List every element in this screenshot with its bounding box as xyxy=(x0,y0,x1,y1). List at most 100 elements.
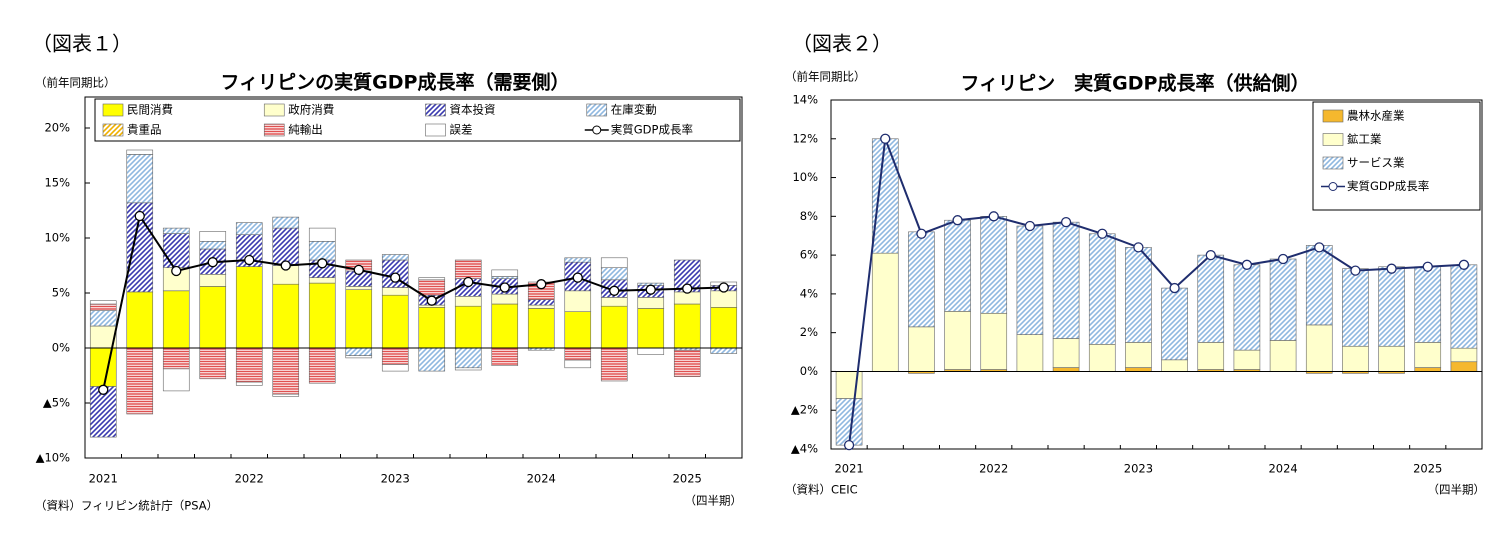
bar-segment xyxy=(381,294,409,349)
gdp-marker xyxy=(244,254,255,266)
legend-swatch xyxy=(425,103,446,117)
period-label: （四半期） xyxy=(685,494,743,508)
bar-segment xyxy=(1305,245,1333,326)
bar-segment xyxy=(308,241,336,261)
y-tick-label: 2% xyxy=(800,325,818,339)
legend-label: 政府消費 xyxy=(288,103,334,117)
y-tick-label: ▲10% xyxy=(36,451,70,465)
bar-segment xyxy=(1233,349,1261,370)
gdp-marker xyxy=(1458,259,1470,270)
bar-segment xyxy=(600,257,628,268)
gdp-marker xyxy=(952,215,963,226)
bar-segment xyxy=(908,326,935,372)
legend-label: 純輸出 xyxy=(288,123,323,137)
bar-segment xyxy=(1052,221,1080,339)
y-tick-label: 0% xyxy=(800,364,818,378)
gdp-marker xyxy=(718,282,729,293)
bar-segment xyxy=(491,276,519,279)
bar-segment xyxy=(600,267,628,281)
bar-segment xyxy=(162,290,190,349)
gdp-marker xyxy=(1205,249,1216,261)
x-tick-label: 2025 xyxy=(673,472,702,486)
bar-segment xyxy=(345,286,373,290)
gdp-marker xyxy=(134,210,145,222)
bar-segment xyxy=(1052,367,1080,372)
bar-segment xyxy=(871,252,899,372)
bar-segment xyxy=(345,289,373,349)
legend-swatch xyxy=(586,103,608,117)
bar-segment xyxy=(1342,345,1369,372)
bar-segment xyxy=(418,347,446,372)
legend-swatch xyxy=(1322,133,1344,146)
legend-box xyxy=(94,98,741,142)
bar-segment xyxy=(564,359,592,369)
bar-segment xyxy=(381,287,409,296)
gdp-marker xyxy=(1241,259,1253,270)
bar-segment xyxy=(710,290,738,308)
bar-segment xyxy=(1269,340,1297,372)
bar-segment xyxy=(308,227,336,242)
gdp-marker xyxy=(1169,282,1180,294)
chart-title: フィリピンの実質GDP成長率（需要側） xyxy=(221,71,570,94)
legend-label: 実質GDP成長率 xyxy=(611,123,693,137)
unit-label: （前年同期比） xyxy=(35,76,116,90)
gdp-marker xyxy=(843,439,855,451)
bar-segment xyxy=(454,367,482,371)
bar-segment xyxy=(1414,367,1442,372)
y-tick-label: 6% xyxy=(800,248,818,262)
gdp-marker xyxy=(572,272,583,283)
bar-segment xyxy=(1052,338,1080,368)
bar-segment xyxy=(126,291,154,349)
bar-segment xyxy=(199,273,227,287)
bar-segment xyxy=(1233,264,1261,351)
legend-label: サービス業 xyxy=(1347,156,1405,170)
legend-label: 誤差 xyxy=(450,123,473,137)
gdp-marker xyxy=(682,283,693,294)
bar-segment xyxy=(381,254,409,261)
legend-marker xyxy=(592,125,602,135)
bar-segment xyxy=(126,149,154,155)
y-tick-label: 10% xyxy=(792,170,818,184)
bar-segment xyxy=(162,347,190,370)
bar-segment xyxy=(564,290,592,312)
bar-segment xyxy=(199,347,227,380)
bar-segment xyxy=(1305,324,1333,372)
legend-label: 貴重品 xyxy=(127,123,162,137)
gdp-marker xyxy=(426,295,437,306)
x-tick-label: 2022 xyxy=(235,472,264,486)
y-tick-label: 4% xyxy=(800,286,818,300)
legend-label: 鉱工業 xyxy=(1347,132,1382,146)
bar-segment xyxy=(1125,342,1152,368)
x-tick-label: 2022 xyxy=(979,462,1008,476)
bar-segment xyxy=(454,295,482,307)
gdp-line xyxy=(102,213,724,391)
gdp-marker xyxy=(1386,263,1397,274)
bar-segment xyxy=(162,227,190,234)
bar-segment xyxy=(454,347,482,369)
bar-segment xyxy=(381,364,409,372)
bar-segment xyxy=(673,349,701,377)
bar-segment xyxy=(162,233,190,269)
bar-segment xyxy=(272,347,300,395)
gdp-marker xyxy=(98,384,109,395)
bar-segment xyxy=(235,381,263,386)
bar-segment xyxy=(199,286,227,349)
bar-segment xyxy=(1269,258,1297,341)
legend-label: 資本投資 xyxy=(450,103,496,117)
legend-label: 民間消費 xyxy=(127,103,173,117)
bar-segment xyxy=(199,231,227,242)
bar-segment xyxy=(1016,225,1044,335)
unit-label: （前年同期比） xyxy=(785,70,866,84)
bar-segment xyxy=(564,311,592,349)
gdp-marker xyxy=(1024,220,1036,232)
legend-label: 実質GDP成長率 xyxy=(1347,179,1429,193)
bar-segment xyxy=(272,227,300,266)
bar-segment xyxy=(491,293,519,305)
gdp-marker xyxy=(280,260,291,271)
bar-segment xyxy=(345,355,373,359)
legend-marker xyxy=(1328,182,1338,191)
gdp-marker xyxy=(1277,253,1289,265)
bar-segment xyxy=(345,347,373,356)
gdp-marker xyxy=(317,258,328,269)
